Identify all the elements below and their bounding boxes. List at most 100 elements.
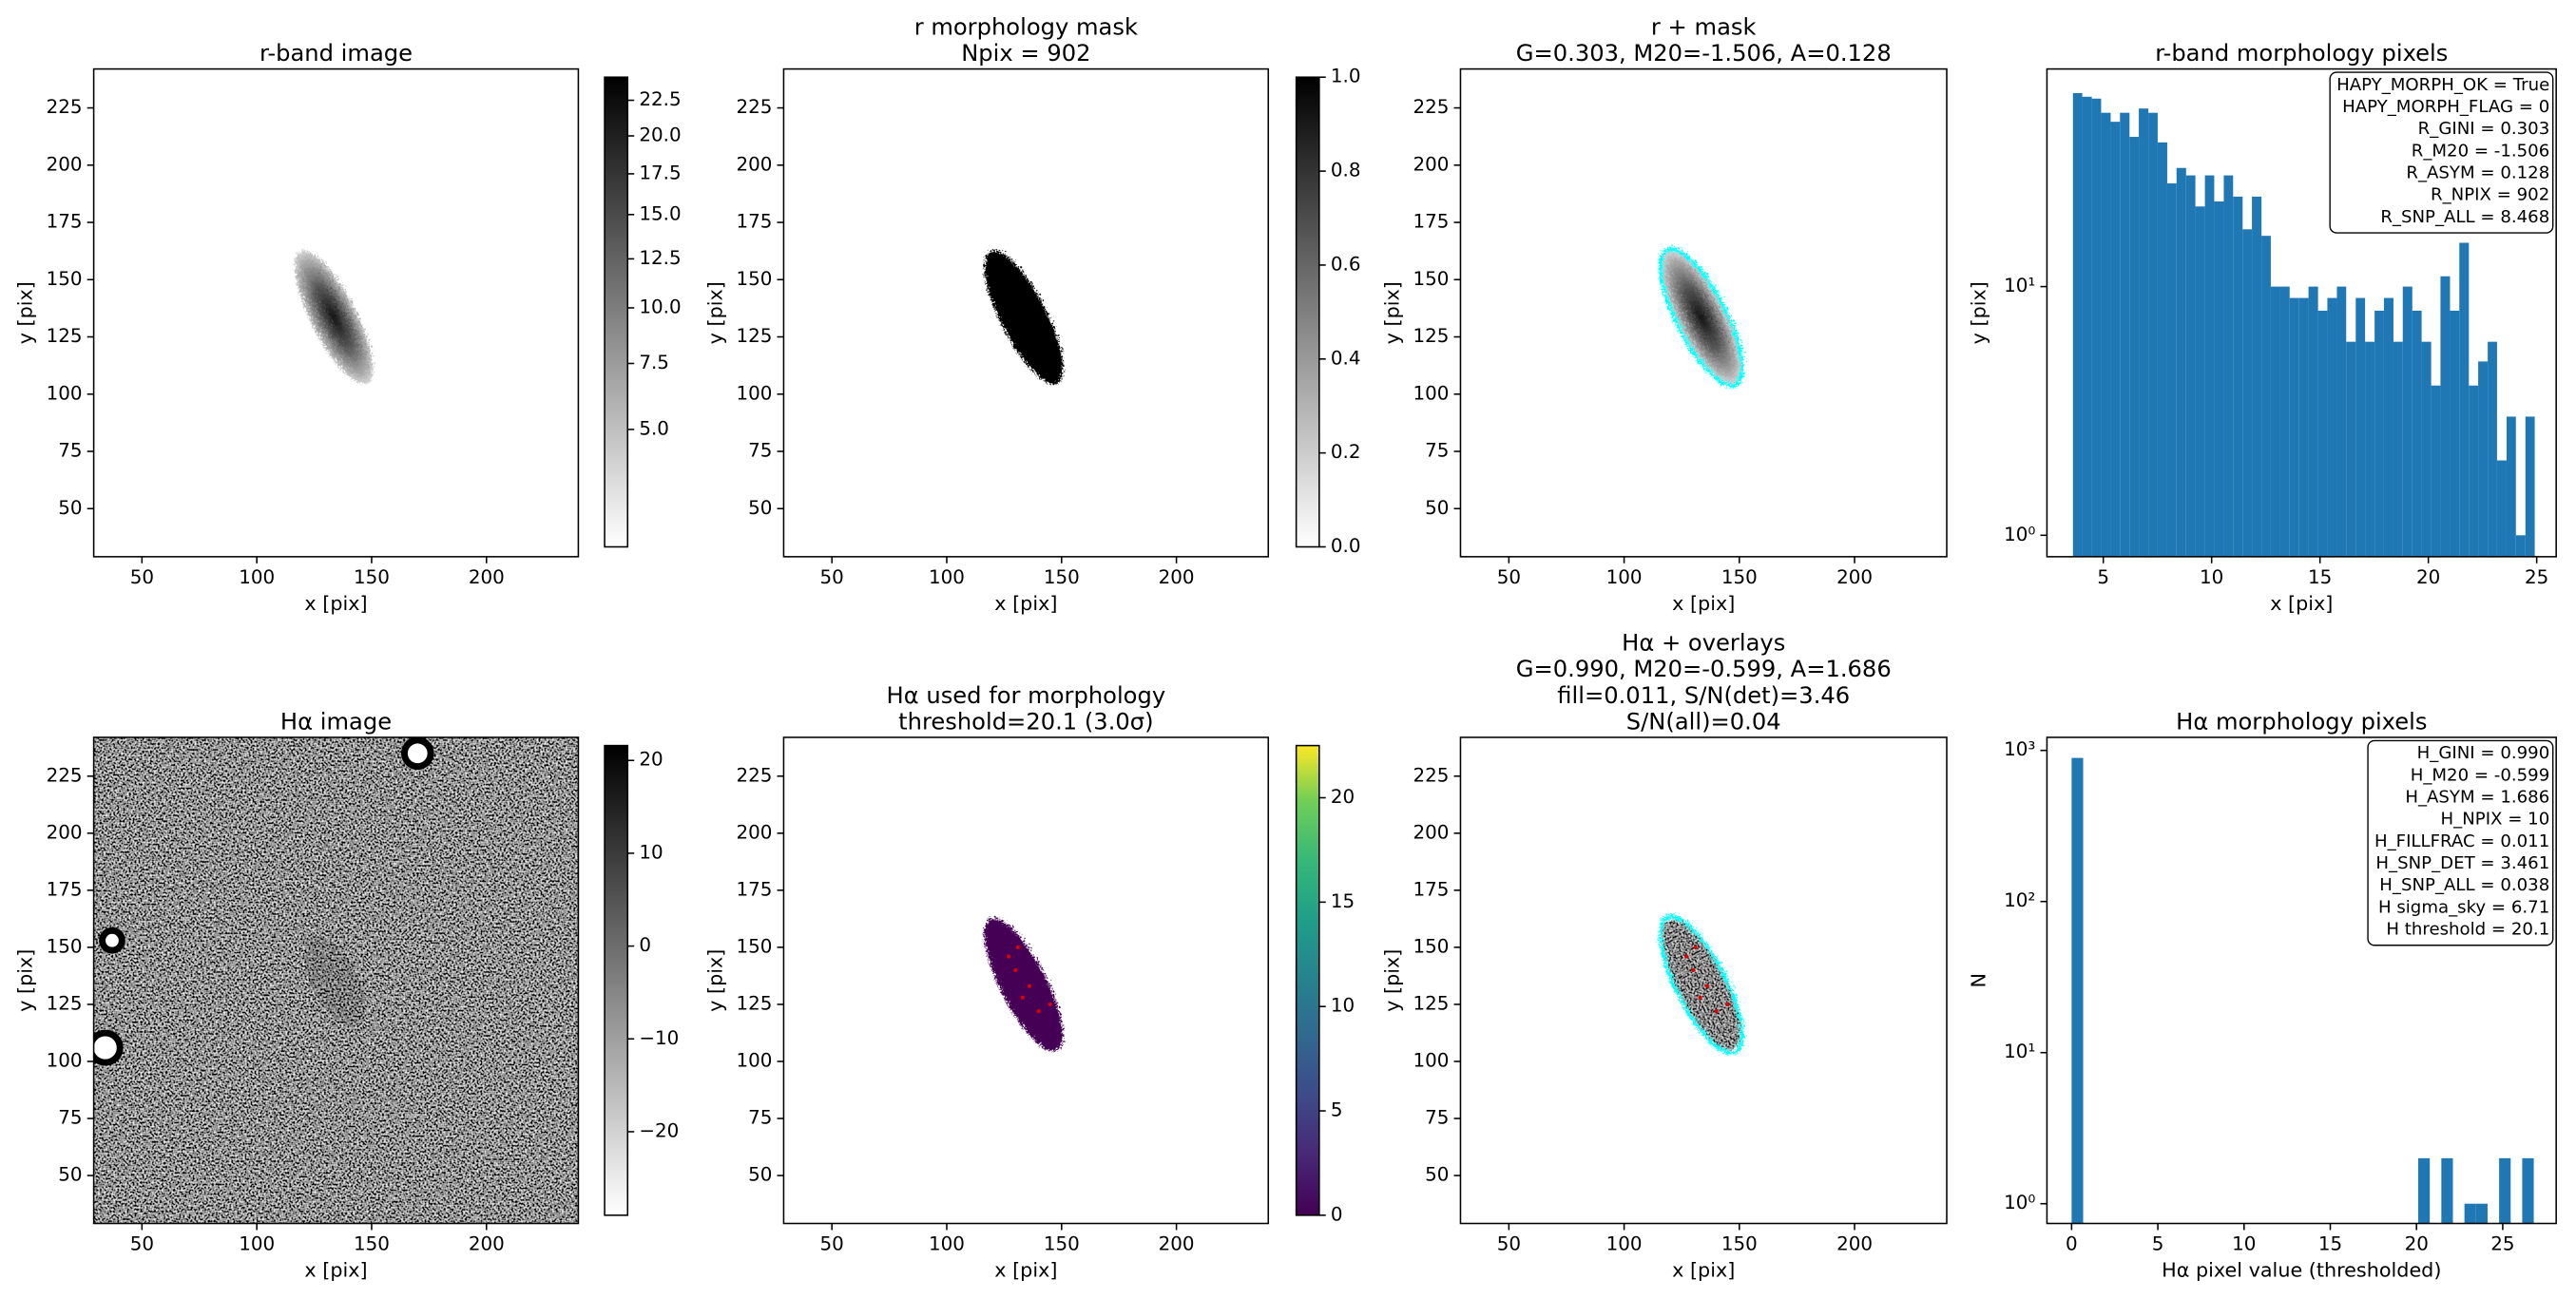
y-tick-label: 125	[1413, 992, 1449, 1014]
x-tick-label: 50	[1497, 1232, 1521, 1254]
panel-title: Npix = 902	[961, 40, 1090, 67]
detected-pixel	[1020, 995, 1025, 1000]
panel-title: Hα + overlays	[1622, 629, 1785, 656]
y-tick-label: 150	[47, 935, 83, 957]
bar	[2148, 112, 2158, 557]
bar	[2289, 297, 2299, 557]
bar	[2185, 175, 2196, 557]
y-tick-label: 100	[1413, 1049, 1449, 1071]
y-tick-label: 150	[1413, 268, 1449, 290]
x-tick-label: 100	[239, 1232, 275, 1254]
y-tick-label: 75	[58, 1107, 82, 1129]
panel-title: r-band morphology pixels	[2155, 40, 2448, 67]
colorbar-tick-label: 0.0	[1331, 535, 1361, 557]
bar	[2195, 206, 2205, 557]
colorbar-tick-label: 10.0	[639, 296, 681, 317]
image	[93, 736, 579, 1224]
bar	[2469, 385, 2479, 557]
colorbar-tick-label: 20	[1331, 786, 1355, 808]
bar	[2176, 167, 2186, 557]
y-tick-label: 75	[1425, 1107, 1449, 1129]
x-tick-label: 150	[1721, 1232, 1758, 1254]
x-tick-label: 5	[2097, 566, 2109, 588]
y-tick-label: 175	[1413, 211, 1449, 233]
annotation-line: R_M20 = -1.506	[2412, 141, 2549, 161]
bar	[2522, 1157, 2534, 1224]
bar	[2327, 297, 2337, 557]
x-tick-label: 15	[2308, 566, 2332, 588]
detected-pixel	[1691, 967, 1696, 972]
x-tick-label: 25	[2490, 1232, 2514, 1254]
colorbar	[604, 744, 629, 1216]
y-tick-label: 125	[1413, 325, 1449, 347]
galaxy-mask	[985, 914, 1065, 1049]
y-tick-label: 200	[1413, 153, 1449, 175]
bar	[2072, 92, 2083, 557]
bar	[2383, 297, 2393, 557]
bar	[2270, 286, 2280, 557]
y-tick-label: 100	[47, 382, 83, 404]
image	[1660, 243, 1745, 385]
detected-pixel	[1725, 1002, 1730, 1007]
colorbar-tick-label: 0.2	[1331, 441, 1361, 463]
bar	[2393, 341, 2403, 557]
x-axis-label: x [pix]	[994, 1259, 1057, 1282]
colorbar-tick-label: 0.6	[1331, 253, 1361, 275]
y-axis-label: y [pix]	[1381, 281, 1404, 344]
y-axis-label: y [pix]	[1968, 281, 1990, 344]
colorbar	[1295, 744, 1320, 1216]
colorbar-tick-label: 15.0	[639, 202, 681, 224]
annotation-line: H_FILLFRAC = 0.011	[2374, 831, 2549, 851]
bar	[2261, 236, 2271, 557]
detected-pixel	[1015, 945, 1020, 949]
x-tick-label: 50	[820, 566, 844, 588]
y-tick-label: 100	[47, 1049, 83, 1071]
axes-frame	[1459, 736, 1948, 1225]
colorbar-tick-label: 5	[1331, 1099, 1343, 1121]
bar	[2166, 182, 2177, 557]
panel-title: Hα image	[280, 708, 392, 735]
panel-title: S/N(all)=0.04	[1626, 708, 1781, 735]
y-tick-label: 150	[47, 268, 83, 290]
noise-background	[93, 736, 579, 1224]
y-tick-label: 10³	[2004, 738, 2035, 760]
y-tick-label: 175	[47, 211, 83, 233]
panel-title: G=0.303, M20=-1.506, A=0.128	[1516, 40, 1892, 67]
y-tick-label: 200	[736, 821, 772, 843]
bar	[2402, 286, 2413, 557]
x-tick-label: 200	[1836, 566, 1873, 588]
annotation-line: R_NPIX = 902	[2431, 185, 2549, 205]
x-tick-label: 25	[2525, 566, 2548, 588]
colorbar-tick-label: 10	[639, 841, 663, 863]
y-tick-label: 10⁰	[2004, 1192, 2035, 1213]
x-tick-label: 200	[1159, 1232, 1195, 1254]
axes-frame	[782, 736, 1270, 1225]
detected-pixel	[1683, 954, 1689, 959]
axes-frame	[2046, 736, 2557, 1225]
panel-title: threshold=20.1 (3.0σ)	[898, 708, 1153, 735]
bar	[2308, 286, 2318, 557]
colorbar	[604, 76, 629, 548]
x-tick-label: 10	[2200, 566, 2223, 588]
y-tick-label: 125	[47, 325, 83, 347]
bar	[2110, 122, 2121, 557]
x-tick-label: 50	[130, 566, 154, 588]
panel-title: r morphology mask	[914, 13, 1138, 40]
bar	[2459, 242, 2470, 557]
bar	[2082, 96, 2092, 557]
x-tick-label: 20	[2405, 1232, 2429, 1254]
y-tick-label: 50	[58, 497, 82, 519]
colorbar-tick-label: 20	[639, 749, 663, 771]
x-tick-label: 100	[1606, 1232, 1643, 1254]
y-axis-label: y [pix]	[704, 281, 727, 344]
x-axis-label: x [pix]	[2270, 592, 2333, 615]
panel-title: fill=0.011, S/N(det)=3.46	[1557, 682, 1850, 709]
panel-title: Hα used for morphology	[887, 682, 1166, 709]
y-tick-label: 175	[47, 878, 83, 900]
colorbar-tick-label: 20.0	[639, 124, 681, 146]
colorbar-tick-label: 5.0	[639, 417, 669, 439]
x-tick-label: 15	[2318, 1232, 2342, 1254]
bar	[2418, 1157, 2431, 1224]
